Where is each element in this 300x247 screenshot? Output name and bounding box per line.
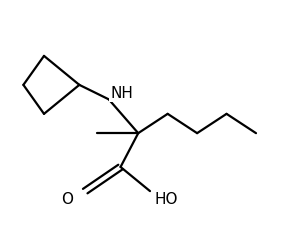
Text: O: O bbox=[61, 192, 74, 207]
Text: HO: HO bbox=[154, 192, 178, 207]
Text: NH: NH bbox=[111, 86, 134, 101]
